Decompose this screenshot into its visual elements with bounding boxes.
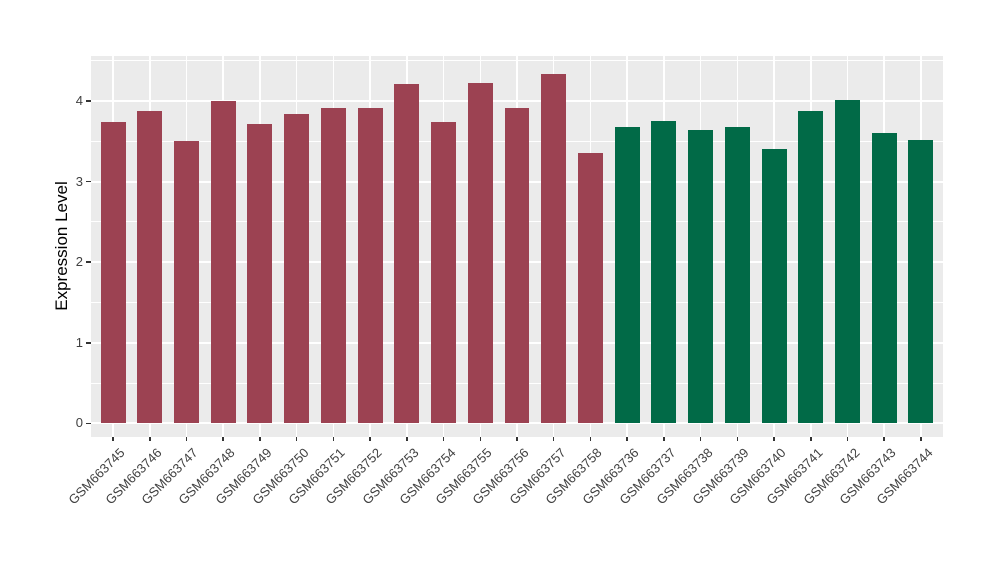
bar-GSM663754 xyxy=(431,122,457,424)
bar-GSM663738 xyxy=(688,130,714,424)
y-tick-label: 2 xyxy=(75,254,83,270)
bar-GSM663751 xyxy=(320,107,346,424)
x-axis-tick xyxy=(699,437,702,441)
y-axis-tick xyxy=(86,100,91,102)
bar-GSM663736 xyxy=(614,126,640,424)
bar-GSM663737 xyxy=(651,121,677,424)
plot-panel xyxy=(91,56,943,437)
x-axis-tick xyxy=(222,437,224,441)
bar-GSM663741 xyxy=(798,110,824,424)
x-axis-tick xyxy=(332,437,335,441)
bar-GSM663745 xyxy=(100,122,126,424)
y-tick-label: 4 xyxy=(75,93,83,109)
x-axis-tick xyxy=(920,437,922,441)
x-axis-tick xyxy=(846,437,849,441)
bar-GSM663757 xyxy=(541,73,567,424)
x-axis-tick xyxy=(442,437,445,441)
bar-GSM663756 xyxy=(504,108,530,424)
bar-GSM663747 xyxy=(173,141,199,424)
x-axis-tick xyxy=(149,437,151,441)
bar-GSM663749 xyxy=(247,124,273,424)
x-axis-tick xyxy=(552,437,555,441)
x-axis-tick xyxy=(736,437,739,441)
x-axis-tick xyxy=(626,437,628,441)
x-axis-tick xyxy=(663,437,665,441)
y-tick-label: 3 xyxy=(75,173,83,189)
x-axis-tick xyxy=(773,437,775,441)
x-axis-tick xyxy=(883,437,885,441)
x-axis-tick xyxy=(589,437,592,441)
bar-GSM663740 xyxy=(761,148,787,424)
x-axis-tick xyxy=(185,437,188,441)
x-axis-tick xyxy=(406,437,408,441)
bar-GSM663753 xyxy=(394,84,420,424)
y-axis-title: Expression Level xyxy=(52,181,71,311)
bar-GSM663744 xyxy=(908,139,934,424)
y-axis-tick xyxy=(86,261,91,263)
bar-GSM663743 xyxy=(871,133,897,424)
bar-GSM663750 xyxy=(284,113,310,424)
x-axis-tick xyxy=(479,437,482,441)
bar-GSM663755 xyxy=(467,82,493,424)
bar-GSM663752 xyxy=(357,108,383,424)
y-tick-label: 1 xyxy=(75,334,83,350)
x-axis-tick xyxy=(516,437,518,441)
x-axis-tick xyxy=(810,437,812,441)
bar-GSM663748 xyxy=(210,101,236,424)
x-axis-tick xyxy=(369,437,371,441)
y-tick-label: 0 xyxy=(75,415,83,431)
y-axis-tick xyxy=(86,180,91,183)
bar-GSM663746 xyxy=(137,110,163,424)
y-axis-tick xyxy=(86,342,91,344)
x-axis-tick xyxy=(112,437,114,441)
x-axis-tick xyxy=(295,437,298,441)
bar-GSM663758 xyxy=(577,152,603,424)
bar-GSM663739 xyxy=(724,126,750,424)
y-axis-tick xyxy=(86,422,91,425)
x-axis-tick xyxy=(259,437,261,441)
bar-GSM663742 xyxy=(835,100,860,424)
